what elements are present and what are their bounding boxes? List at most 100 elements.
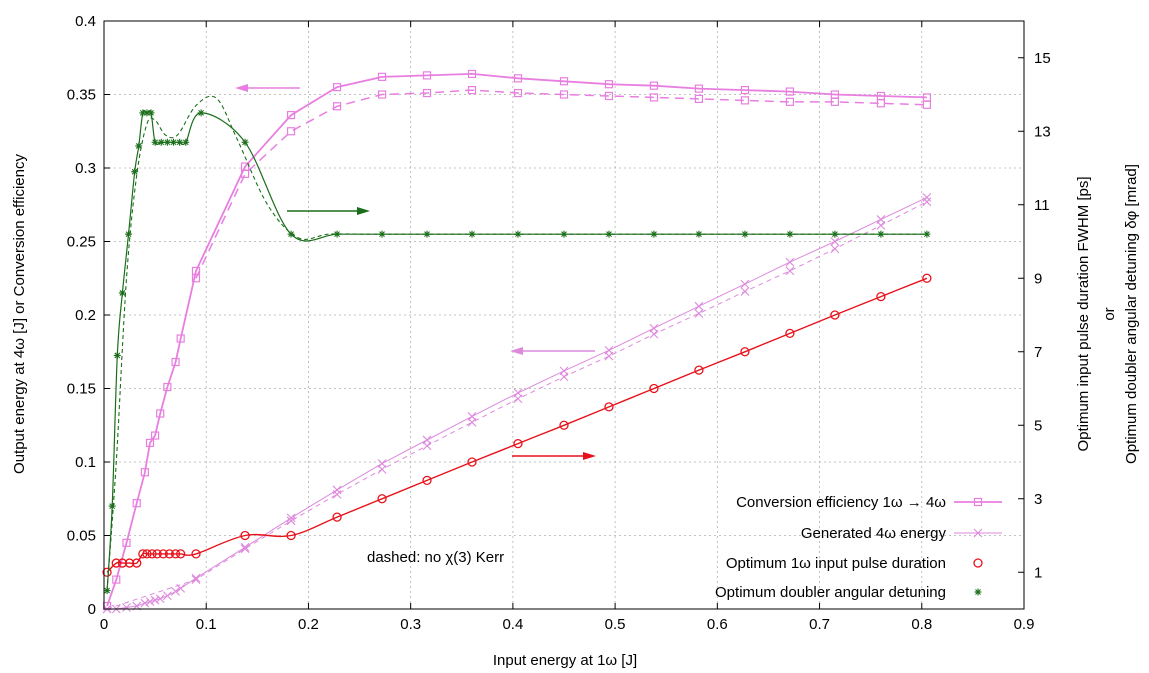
series-0-point [422,71,432,80]
kerr-annotation: dashed: no χ(3) Kerr [367,549,504,566]
series-3-point [604,351,614,361]
series-5-point [131,168,139,176]
series-4-point [922,273,932,283]
x-tick-label: 0.4 [502,616,523,633]
legend-marker [974,588,982,596]
series-1-point [422,88,432,98]
series-1-point [559,90,569,99]
series-3-point [559,372,569,382]
series-4-point [876,291,886,302]
legend-label: Generated 4ω energy [801,525,947,542]
series-3-point [740,287,750,296]
series-4-point [830,310,840,320]
series-0-point [513,74,523,83]
series-5-point [176,138,184,146]
series-2-line [107,196,928,610]
series-1-point [785,97,795,106]
y-right-tick-label: 15 [1034,50,1051,67]
series-3-point [286,516,296,526]
series-3-point [876,220,886,230]
arrow-left-conversion [235,84,300,92]
y-right-tick-label: 3 [1034,491,1042,508]
legend-item: Conversion efficiency 1ω → 4ω [736,494,1002,511]
series-3-line [106,201,928,610]
series-4-point [170,549,181,559]
series-4-point [513,438,523,449]
series-0-point [740,85,750,95]
series-4-point [191,549,201,559]
series-4-point [142,549,152,559]
series-0-point [112,575,121,584]
series-1-point [513,88,523,98]
series-4-point [111,558,121,568]
series-3-point [785,266,795,276]
series-4-point [117,558,128,568]
direction-arrows [235,84,596,460]
legend-item: Optimum 1ω input pulse duration [726,555,983,572]
series-3-point [513,394,523,404]
legend-item: Optimum doubler angular detuning [715,584,982,601]
series-0-point [785,87,795,96]
y-left-tick-label: 0.15 [67,381,96,398]
legend-label: Optimum doubler angular detuning [715,584,946,601]
series-0-point [559,77,569,86]
series-4-point [158,549,168,559]
series-1-point [377,90,387,99]
series-5-point [241,138,249,146]
series-2-point [140,598,150,608]
series-0-point [694,84,704,93]
series-1-point [467,85,477,95]
x-tick-label: 0.9 [1014,616,1035,633]
series-0-point [132,499,141,508]
series-2-point [740,279,750,289]
series-0-point [122,538,131,547]
series-1-point [332,102,342,111]
series-4-point [147,549,157,559]
series-3-point [422,441,432,451]
series-1-point [740,96,750,105]
series-0-point [145,438,155,447]
series-2-point [922,193,932,202]
series-4-point [124,558,135,568]
series-5-point [182,138,190,146]
series-3-point [694,309,704,318]
series-2-point [162,591,172,601]
series-2-point [785,257,795,267]
x-tick-label: 0.3 [400,616,421,633]
series-3-point [830,244,840,254]
detuning-no-kerr-line [106,95,927,591]
series-0-point [140,468,149,477]
series-2-point [694,301,704,311]
series-5-point [147,109,155,117]
plot-area [102,69,932,614]
series-3-point [377,464,387,474]
series-3-point [922,197,932,207]
series-4 [102,273,932,577]
series-0-point [163,382,172,392]
legend-label: Optimum 1ω input pulse duration [726,555,946,572]
series-4-point [649,383,659,394]
y-right-axis-label-3: Optimum doubler angular detuning δφ [mra… [1123,164,1140,464]
series-2-point [155,594,165,604]
series-4-point [286,530,296,541]
series-0-point [286,110,296,120]
x-tick-label: 0.6 [707,616,728,633]
series-3-point [191,575,201,584]
series-0-point [604,80,614,89]
series-0-point [176,334,185,343]
y-right-tick-label: 13 [1034,123,1051,140]
series-4-point [694,365,704,375]
x-tick-label: 0 [100,616,108,633]
series-0-point [156,409,165,418]
series-5-point [135,142,143,150]
legend-label: Conversion efficiency 1ω → 4ω [736,494,946,511]
y-left-axis-label: Output energy at 4ω [J] or Conversion ef… [11,154,28,474]
series-5-point [197,109,205,117]
series-1-point [191,274,201,283]
series-2-point [122,603,131,612]
series-3-point [332,489,342,499]
series-0-point [171,357,180,367]
series-3-point [649,329,659,339]
series-1-point [922,100,931,109]
